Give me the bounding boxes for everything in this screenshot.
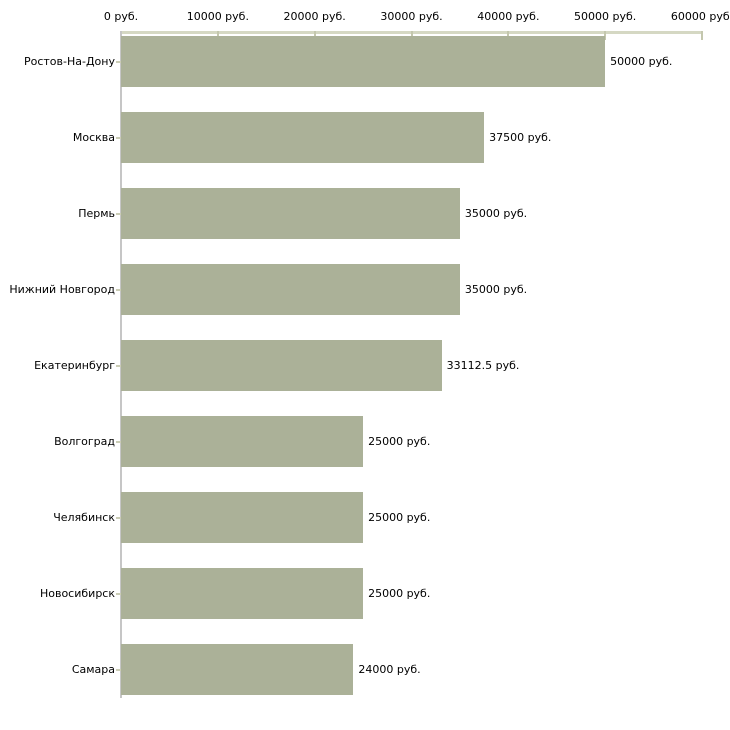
- category-label: Новосибирск: [39, 586, 115, 600]
- x-axis-tick-label: 40000 руб.: [477, 10, 540, 23]
- category-label: Челябинск: [53, 510, 115, 524]
- x-axis-tick: [216, 31, 219, 40]
- bar-4: [121, 264, 460, 315]
- y-axis-tick: [116, 364, 121, 367]
- value-label: 37500 руб.: [489, 130, 552, 144]
- y-axis-tick: [116, 212, 121, 215]
- bar-1: [121, 36, 606, 87]
- category-label: Екатеринбург: [34, 358, 115, 372]
- bar-8: [121, 568, 364, 619]
- x-axis-tick-label: 0 руб.: [103, 10, 139, 23]
- value-label: 25000 руб.: [368, 510, 431, 524]
- x-axis-tick-label: 50000 руб.: [574, 10, 637, 23]
- bar-5: [121, 340, 442, 391]
- x-axis-tick-label: 10000 руб.: [186, 10, 249, 23]
- x-axis-tick: [507, 31, 510, 40]
- category-label: Нижний Новгород: [9, 282, 115, 296]
- y-axis-tick: [116, 60, 121, 63]
- x-axis-tick: [604, 31, 607, 40]
- x-axis-tick: [313, 31, 316, 40]
- x-axis-tick: [410, 31, 413, 40]
- category-label: Пермь: [78, 206, 115, 220]
- bar-3: [121, 188, 460, 239]
- value-label: 25000 руб.: [368, 434, 431, 448]
- value-label: 50000 руб.: [610, 54, 673, 68]
- value-label: 33112.5 руб.: [446, 358, 520, 372]
- bar-6: [121, 416, 364, 467]
- y-axis-tick: [116, 288, 121, 291]
- value-label: 24000 руб.: [358, 662, 421, 676]
- y-axis-tick: [116, 592, 121, 595]
- bar-7: [121, 492, 364, 543]
- category-label: Ростов-На-Дону: [23, 54, 115, 68]
- value-label: 35000 руб.: [464, 206, 528, 220]
- category-label: Самара: [71, 662, 115, 676]
- y-axis-tick: [116, 440, 121, 443]
- x-axis-tick-label: 60000 руб.: [670, 10, 730, 23]
- y-axis-tick: [116, 668, 121, 671]
- category-label: Москва: [72, 130, 115, 144]
- y-axis-tick: [116, 516, 121, 519]
- x-axis-tick-label: 30000 руб.: [380, 10, 443, 23]
- value-label: 25000 руб.: [368, 586, 431, 600]
- x-axis-tick-label: 20000 руб.: [283, 10, 346, 23]
- bar-9: [121, 644, 354, 695]
- x-axis-tick: [701, 31, 703, 40]
- category-label: Волгоград: [54, 434, 115, 448]
- value-label: 35000 руб.: [464, 282, 528, 296]
- bar-2: [121, 112, 485, 163]
- y-axis-tick: [116, 136, 121, 139]
